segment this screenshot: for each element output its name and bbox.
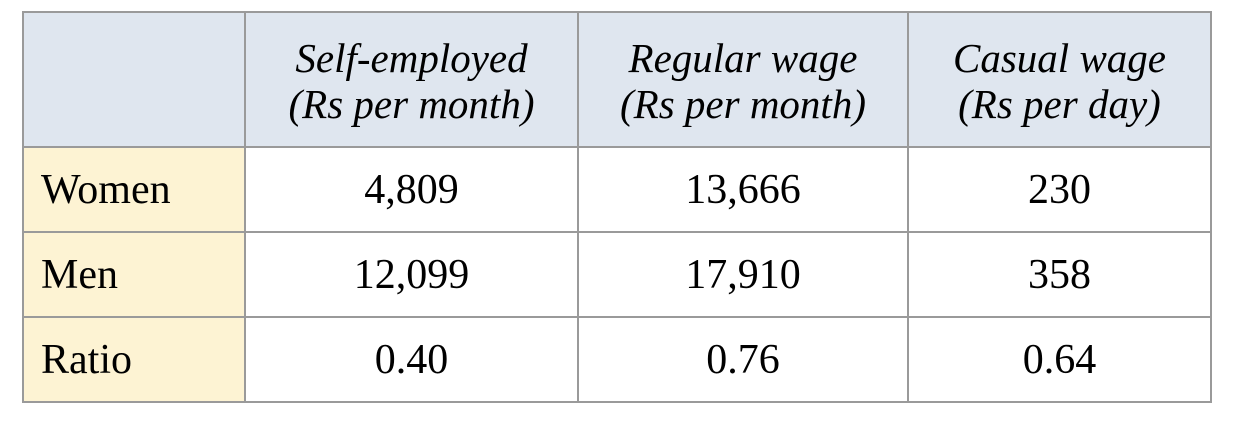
table-cell: 0.64 xyxy=(907,316,1212,403)
column-header-casual-wage: Casual wage (Rs per day) xyxy=(907,11,1212,148)
table-header-row: Self-employed (Rs per month) Regular wag… xyxy=(22,11,1212,148)
column-header-title: Regular wage xyxy=(628,34,858,81)
corner-cell xyxy=(22,11,246,148)
table-cell: 230 xyxy=(907,146,1212,233)
column-header-unit: (Rs per month) xyxy=(620,80,866,127)
column-header-title: Casual wage xyxy=(953,34,1166,81)
table-cell: 13,666 xyxy=(577,146,909,233)
row-label: Men xyxy=(22,231,246,318)
column-header-title: Self-employed xyxy=(295,34,528,81)
column-header-unit: (Rs per day) xyxy=(958,80,1161,127)
column-header-unit: (Rs per month) xyxy=(288,80,535,127)
table-cell: 12,099 xyxy=(244,231,579,318)
table-cell: 0.76 xyxy=(577,316,909,403)
column-header-regular-wage: Regular wage (Rs per month) xyxy=(577,11,909,148)
table-cell: 17,910 xyxy=(577,231,909,318)
table-row-women: Women 4,809 13,666 230 xyxy=(22,146,1212,233)
table-cell: 0.40 xyxy=(244,316,579,403)
column-header-self-employed: Self-employed (Rs per month) xyxy=(244,11,579,148)
table-row-men: Men 12,099 17,910 358 xyxy=(22,231,1212,318)
wage-comparison-table: Self-employed (Rs per month) Regular wag… xyxy=(22,11,1212,403)
table-row-ratio: Ratio 0.40 0.76 0.64 xyxy=(22,316,1212,403)
table-cell: 4,809 xyxy=(244,146,579,233)
table-cell: 358 xyxy=(907,231,1212,318)
row-label: Women xyxy=(22,146,246,233)
row-label: Ratio xyxy=(22,316,246,403)
